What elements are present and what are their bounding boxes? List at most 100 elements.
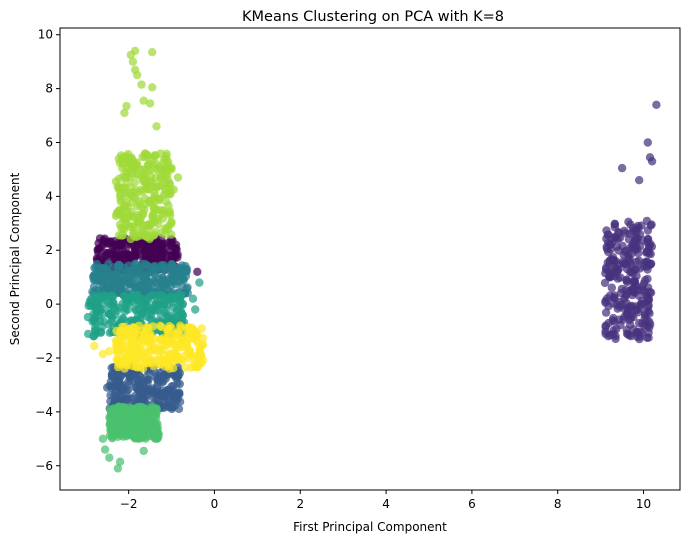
scatter-point [126, 50, 135, 60]
scatter-point [112, 272, 121, 281]
scatter-point [641, 310, 650, 320]
scatter-point [171, 272, 180, 282]
scatter-point [611, 334, 620, 344]
scatter-point [609, 233, 618, 242]
scatter-point [643, 283, 653, 292]
scatter-point [178, 336, 187, 345]
scatter-point [98, 270, 108, 279]
scatter-point [617, 284, 626, 294]
scatter-point [149, 387, 159, 397]
scatter-point [113, 208, 122, 217]
scatter-point [169, 185, 178, 194]
scatter-point [99, 291, 109, 300]
scatter-point [163, 170, 172, 179]
scatter-point [90, 341, 99, 351]
scatter-point [112, 326, 121, 336]
scatter-point [622, 325, 631, 335]
scatter-point [166, 311, 175, 320]
scatter-point [135, 388, 145, 397]
scatter-point [625, 287, 634, 296]
scatter-point [122, 101, 131, 111]
scatter-point [185, 346, 195, 356]
scatter-point [103, 383, 112, 392]
plot-frame [59, 27, 681, 491]
scatter-point [115, 457, 125, 466]
scatter-point [92, 254, 102, 263]
scatter-point [98, 434, 108, 443]
scatter-point [119, 385, 129, 394]
scatter-point [131, 422, 141, 431]
scatter-point [131, 343, 140, 352]
scatter-point [162, 197, 171, 206]
scatter-point [189, 334, 199, 343]
scatter-point [618, 241, 627, 251]
scatter-point [87, 294, 96, 303]
scatter-point [122, 178, 131, 188]
scatter-point [167, 230, 176, 239]
scatter-point [162, 149, 171, 158]
scatter-point [154, 220, 163, 229]
scatter-point [114, 174, 124, 183]
scatter-point [96, 306, 105, 315]
scatter-point [156, 321, 165, 330]
scatter-point [142, 323, 151, 332]
scatter-point [133, 363, 142, 372]
y-tick-label: 6 [45, 135, 53, 149]
scatter-point [109, 430, 119, 439]
scatter-point [176, 293, 185, 303]
x-tick-label: 8 [554, 497, 562, 511]
scatter-point [148, 83, 157, 92]
scatter-point [118, 332, 128, 341]
scatter-point [142, 271, 151, 280]
scatter-point [169, 364, 178, 373]
scatter-point [178, 300, 187, 310]
chart-title: KMeans Clustering on PCA with K=8 [242, 9, 504, 25]
scatter-point [163, 326, 172, 335]
scatter-point [130, 408, 139, 417]
scatter-point [602, 234, 611, 243]
scatter-point [634, 223, 643, 233]
scatter-point [105, 347, 114, 356]
scatter-point [136, 409, 145, 418]
scatter-point [615, 233, 625, 243]
scatter-point [126, 234, 135, 244]
scatter-point [118, 322, 127, 332]
scatter-point [130, 178, 139, 187]
scatter-point [167, 388, 177, 397]
y-tick-label: −6 [35, 459, 53, 473]
scatter-point [163, 276, 172, 286]
y-tick-label: −4 [35, 405, 53, 419]
scatter-point [130, 273, 139, 282]
scatter-point [135, 218, 145, 227]
x-tick-label: −2 [120, 497, 138, 511]
scatter-point [634, 256, 644, 265]
scatter-point [128, 212, 137, 221]
scatter-point [173, 328, 183, 338]
scatter-point [147, 402, 157, 411]
scatter-point [114, 403, 123, 413]
scatter-point [121, 281, 131, 291]
scatter-point [125, 160, 135, 169]
scatter-point [118, 163, 127, 173]
scatter-point [98, 241, 107, 250]
x-tick-label: 10 [636, 497, 651, 511]
scatter-point [93, 275, 102, 284]
scatter-point [137, 80, 146, 89]
scatter-point [127, 371, 137, 380]
scatter-point [643, 274, 652, 284]
scatter-point [159, 333, 168, 343]
scatter-point [171, 340, 180, 349]
scatter-point [175, 379, 184, 389]
scatter-point [181, 363, 190, 372]
scatter-point [106, 407, 115, 416]
scatter-point [134, 280, 143, 289]
scatter-point [616, 273, 625, 282]
scatter-point [139, 96, 148, 105]
scatter-point [196, 348, 205, 358]
scatter-point [607, 283, 616, 292]
scatter-point [644, 295, 654, 304]
scatter-point [139, 336, 148, 345]
scatter-point [121, 255, 130, 264]
scatter-point [189, 353, 199, 362]
scatter-point [188, 294, 198, 303]
